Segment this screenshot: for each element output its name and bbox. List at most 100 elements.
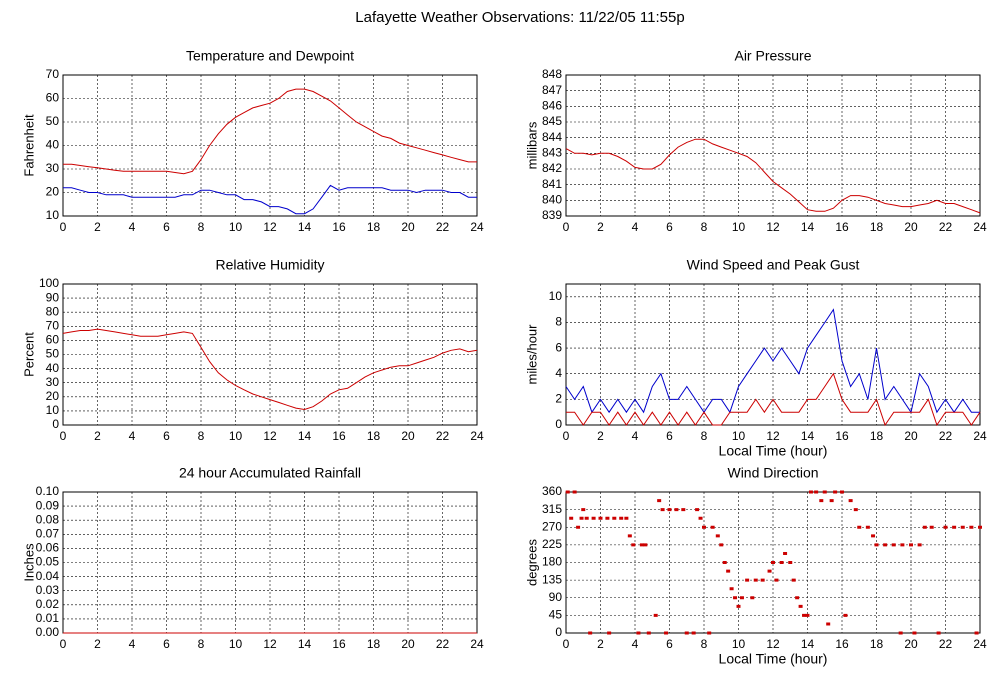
y-tick-label: 6: [555, 340, 562, 354]
chart-title: Air Pressure: [734, 48, 811, 64]
y-tick-label: 0: [555, 417, 562, 431]
x-tick-label: 16: [332, 220, 346, 234]
x-tick-label: 14: [298, 429, 312, 443]
chart-title: Temperature and Dewpoint: [186, 48, 354, 64]
point: [822, 490, 827, 494]
x-tick-label: 12: [766, 220, 780, 234]
x-tick-label: 6: [163, 637, 170, 651]
x-tick-label: 6: [666, 637, 673, 651]
y-axis-label: Fahrenheit: [21, 114, 36, 177]
y-tick-label: 60: [46, 333, 60, 347]
x-tick-label: 6: [666, 220, 673, 234]
y-tick-label: 135: [542, 572, 562, 586]
y-tick-label: 60: [46, 91, 60, 105]
point: [912, 631, 917, 635]
x-tick-label: 22: [436, 429, 450, 443]
x-tick-label: 2: [94, 429, 101, 443]
point: [639, 543, 644, 547]
plot-frame: [565, 491, 981, 634]
x-tick-label: 18: [367, 429, 381, 443]
y-tick-label: 90: [549, 590, 563, 604]
y-tick-label: 70: [46, 67, 60, 81]
x-tick-label: 16: [332, 637, 346, 651]
y-tick-label: 0.02: [36, 597, 60, 611]
x-tick-label: 20: [401, 220, 415, 234]
point: [819, 499, 824, 503]
y-tick-label: 45: [549, 608, 563, 622]
x-tick-label: 4: [632, 637, 639, 651]
point: [565, 490, 570, 494]
x-tick-label: 24: [470, 637, 484, 651]
point: [739, 596, 744, 600]
point: [974, 631, 979, 635]
y-tick-label: 2: [555, 392, 562, 406]
y-tick-label: 0: [555, 625, 562, 639]
y-tick-label: 847: [542, 83, 562, 97]
y-tick-label: 4: [555, 366, 562, 380]
y-tick-label: 315: [542, 502, 562, 516]
x-tick-label: 4: [632, 220, 639, 234]
point: [605, 516, 610, 520]
point: [698, 516, 703, 520]
point: [729, 587, 734, 591]
point: [695, 508, 700, 512]
x-tick-label: 14: [801, 637, 815, 651]
y-tick-label: 0.00: [36, 625, 60, 639]
y-tick-label: 0.08: [36, 512, 60, 526]
x-tick-label: 6: [666, 429, 673, 443]
point: [579, 516, 584, 520]
y-axis-label: millibars: [524, 121, 539, 169]
point: [802, 613, 807, 617]
y-tick-label: 10: [46, 403, 60, 417]
x-tick-label: 20: [904, 429, 918, 443]
point: [848, 499, 853, 503]
y-tick-label: 839: [542, 208, 562, 222]
point: [646, 631, 651, 635]
x-tick-label: 14: [298, 220, 312, 234]
y-tick-label: 20: [46, 185, 60, 199]
y-tick-label: 270: [542, 519, 562, 533]
x-tick-label: 12: [766, 429, 780, 443]
x-tick-label: 10: [229, 220, 243, 234]
x-tick-label: 18: [367, 220, 381, 234]
x-tick-label: 18: [870, 637, 884, 651]
point: [691, 631, 696, 635]
x-tick-label: 8: [701, 429, 708, 443]
point: [783, 551, 788, 555]
point: [771, 561, 775, 564]
point: [653, 613, 658, 617]
plot-frame: [565, 74, 981, 217]
y-tick-label: 80: [46, 304, 60, 318]
point: [969, 525, 974, 529]
point: [715, 534, 720, 538]
point: [791, 578, 796, 582]
point: [619, 516, 624, 520]
point: [588, 631, 593, 635]
point: [681, 508, 686, 512]
x-tick-label: 14: [801, 220, 815, 234]
point: [883, 543, 888, 547]
chart-title: Relative Humidity: [216, 257, 325, 273]
x-tick-label: 20: [401, 429, 415, 443]
point: [572, 490, 577, 494]
x-tick-label: 24: [973, 220, 987, 234]
point: [674, 508, 679, 512]
point: [591, 516, 596, 520]
point: [750, 596, 755, 600]
point: [779, 561, 784, 564]
point: [788, 561, 793, 564]
point: [874, 543, 879, 547]
point: [664, 631, 669, 635]
x-tick-label: 0: [563, 220, 570, 234]
x-tick-label: 24: [973, 429, 987, 443]
point: [624, 516, 629, 520]
x-tick-label: 12: [766, 637, 780, 651]
y-axis-label: miles/hour: [524, 324, 539, 385]
point: [774, 578, 779, 582]
y-tick-label: 0.10: [36, 484, 60, 498]
point: [576, 525, 581, 529]
y-tick-label: 180: [542, 555, 562, 569]
x-tick-label: 14: [298, 637, 312, 651]
point: [900, 543, 905, 547]
